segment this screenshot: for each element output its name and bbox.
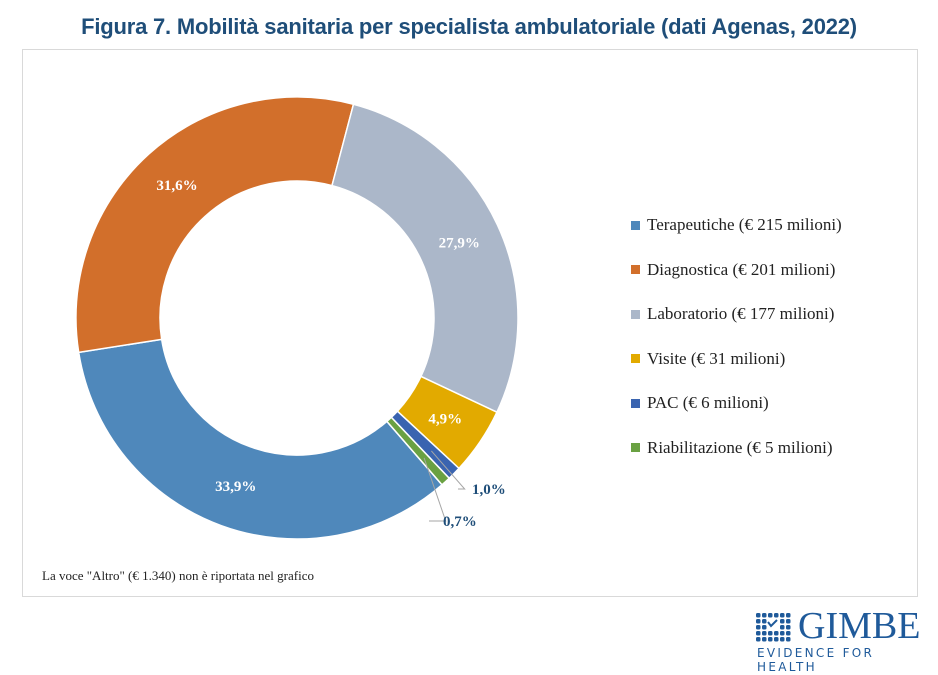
legend-item-laboratorio: Laboratorio (€ 177 milioni): [631, 292, 842, 337]
slice-label-visite: 4,9%: [428, 411, 462, 427]
chart-footnote: La voce "Altro" (€ 1.340) non è riportat…: [42, 568, 314, 583]
chart-title: Figura 7. Mobilità sanitaria per special…: [81, 14, 857, 39]
leader-line-pac: [431, 450, 466, 490]
legend-swatch-icon: [631, 398, 640, 408]
check-icon: [767, 619, 778, 628]
legend-swatch-icon: [631, 265, 640, 275]
legend-item-visite: Visite (€ 31 milioni): [631, 337, 842, 382]
slice-label-riabilitazione: 0,7%: [443, 514, 477, 530]
slice-label-terapeutiche: 33,9%: [215, 479, 256, 495]
chart-frame: [22, 49, 918, 597]
legend-label: Laboratorio (€ 177 milioni): [647, 304, 835, 324]
chart-legend: Terapeutiche (€ 215 milioni) Diagnostica …: [631, 203, 842, 470]
logo-tagline: EVIDENCE FOR HEALTH: [757, 646, 875, 674]
slice-label-laboratorio: 27,9%: [439, 235, 480, 251]
donut-slice-riabilitazione: [385, 416, 451, 486]
legend-label: Riabilitazione (€ 5 milioni): [647, 437, 833, 457]
donut-slice-laboratorio: [331, 103, 519, 414]
legend-item-pac: PAC (€ 6 milioni): [631, 381, 842, 426]
legend-item-riabilitazione: Riabilitazione (€ 5 milioni): [631, 426, 842, 471]
slice-label-pac: 1,0%: [472, 482, 506, 498]
legend-label: Terapeutiche (€ 215 milioni): [647, 215, 842, 235]
legend-swatch-icon: [631, 443, 640, 453]
legend-swatch-icon: [631, 309, 640, 319]
legend-item-terapeutiche: Terapeutiche (€ 215 milioni): [631, 203, 842, 248]
legend-label: Visite (€ 31 milioni): [647, 348, 786, 368]
legend-item-diagnostica: Diagnostica (€ 201 milioni): [631, 248, 842, 293]
legend-swatch-icon: [631, 354, 640, 364]
leader-line-riabilitazione: [423, 457, 447, 522]
slice-label-diagnostica: 31,6%: [156, 178, 197, 194]
donut-slice-terapeutiche: [77, 338, 444, 540]
gimbe-grid-icon: [756, 613, 791, 642]
gimbe-logo: GIMBE EVIDENCE FOR HEALTH: [756, 605, 920, 674]
donut-slice-diagnostica: [75, 96, 355, 354]
legend-label: Diagnostica (€ 201 milioni): [647, 259, 836, 279]
legend-label: PAC (€ 6 milioni): [647, 393, 769, 413]
logo-wordmark: GIMBE: [798, 605, 921, 647]
legend-swatch-icon: [631, 220, 640, 230]
